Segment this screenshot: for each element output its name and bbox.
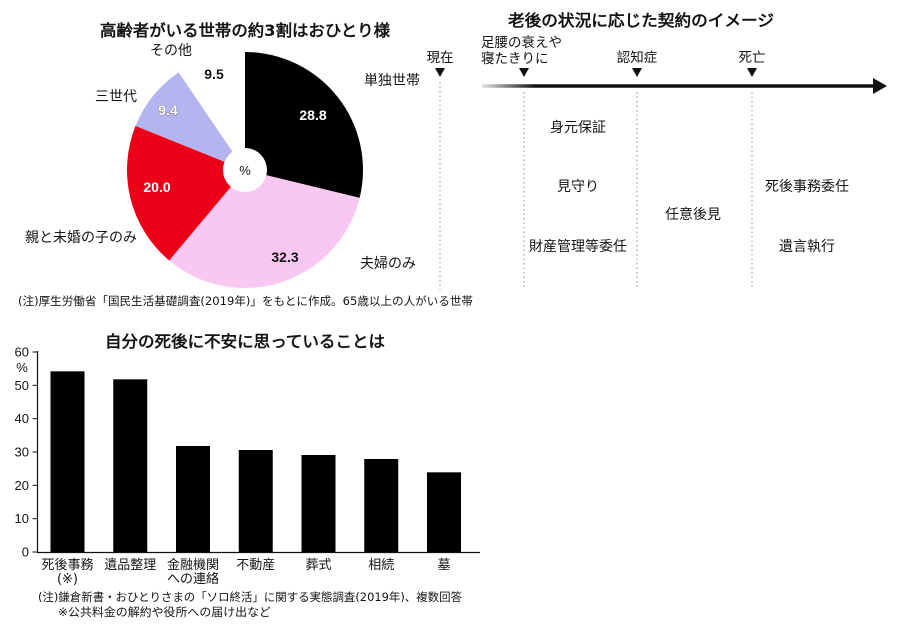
pie-label-three-generation: 三世代 bbox=[95, 89, 137, 105]
x-tick-label: 葬式 bbox=[305, 558, 331, 573]
stage-label-present: 現在 bbox=[427, 50, 454, 66]
x-tick-label: 相続 bbox=[368, 558, 394, 573]
stage-marker-triangle bbox=[632, 68, 642, 77]
pie-label-couple: 夫婦のみ bbox=[360, 255, 416, 272]
stage-label-frailty: 足腰の衰えや bbox=[481, 34, 562, 51]
y-tick-label: 30 bbox=[15, 445, 29, 460]
y-axis-ticks: 0 10 20 30 40 50 60 bbox=[15, 345, 38, 560]
y-axis-unit: % bbox=[16, 360, 28, 375]
y-tick-label: 60 bbox=[15, 345, 29, 360]
stage-marker-triangle bbox=[747, 68, 757, 77]
pie-slice bbox=[126, 125, 245, 261]
pie-label-parent-child: 親と未婚の子のみ bbox=[25, 230, 137, 246]
y-tick-label: 10 bbox=[15, 511, 29, 526]
contract-item: 死後事務委任 bbox=[765, 179, 849, 195]
bar bbox=[301, 455, 336, 552]
bar bbox=[176, 446, 210, 552]
stage-marker-triangle bbox=[519, 68, 529, 77]
bar bbox=[113, 379, 148, 552]
pie-value-parent-child: 20.0 bbox=[143, 179, 170, 195]
bar-chart-footnote: ※公共料金の解約や役所への届け出など bbox=[58, 605, 272, 619]
x-tick-label: 金融機関 bbox=[167, 557, 219, 573]
x-tick-label: への連絡 bbox=[167, 571, 219, 587]
pie-center-hole bbox=[223, 148, 267, 192]
y-tick-label: 0 bbox=[22, 545, 29, 560]
y-tick-label: 40 bbox=[15, 411, 29, 426]
x-tick-label: 死後事務 bbox=[41, 558, 93, 573]
pie-chart-panel: 高齢者がいる世帯の約3割はおひとり様 % 単独世帯 夫婦のみ 親と未婚の子のみ … bbox=[18, 21, 473, 308]
pie-value-single: 28.8 bbox=[299, 107, 326, 123]
pie-chart-title: 高齢者がいる世帯の約3割はおひとり様 bbox=[100, 21, 391, 40]
stage-label-frailty-line2: 寝たきりに bbox=[481, 50, 549, 67]
pie-chart-source-note: (注)厚生労働省「国民生活基礎調査(2019年)」をもとに作成。65歳以上の人が… bbox=[18, 294, 473, 308]
pie-slices bbox=[126, 52, 363, 289]
bar bbox=[50, 371, 85, 552]
bar-chart-title: 自分の死後に不安に思っていることは bbox=[105, 332, 385, 351]
stage-marker-triangle bbox=[435, 68, 445, 77]
y-tick-label: 50 bbox=[15, 378, 29, 393]
stage-label-death: 死亡 bbox=[739, 50, 766, 66]
pie-label-other: その他 bbox=[150, 43, 192, 59]
pie-slice bbox=[178, 52, 245, 170]
pie-label-single: 単独世帯 bbox=[364, 73, 420, 89]
x-tick-label: 墓 bbox=[437, 558, 450, 573]
timeline-arrowhead bbox=[873, 78, 887, 94]
contract-item: 身元保証 bbox=[550, 120, 606, 136]
x-tick-label: (※) bbox=[57, 572, 78, 587]
contract-item: 財産管理等委任 bbox=[529, 238, 627, 255]
pie-slice bbox=[169, 170, 360, 289]
bar bbox=[427, 472, 461, 552]
bar bbox=[238, 450, 273, 552]
pie-unit-label: % bbox=[239, 163, 251, 178]
y-tick-label: 20 bbox=[15, 478, 29, 493]
pie-slice bbox=[135, 72, 245, 170]
bars bbox=[50, 371, 461, 552]
timeline-title: 老後の状況に応じた契約のイメージ bbox=[507, 11, 774, 30]
contract-timeline-panel: 老後の状況に応じた契約のイメージ 現在 足腰の衰えや 寝たきりに 認知症 死亡 … bbox=[427, 11, 887, 290]
pie-slice bbox=[245, 52, 363, 198]
bar-chart-panel: 自分の死後に不安に思っていることは % 0 10 20 30 40 50 60 死後事務(※… bbox=[15, 332, 480, 619]
pie-value-couple: 32.3 bbox=[271, 249, 298, 265]
pie-value-other: 9.5 bbox=[204, 66, 224, 82]
x-tick-label: 遺品整理 bbox=[104, 558, 156, 573]
stage-label-dementia: 認知症 bbox=[617, 49, 658, 66]
contract-item: 任意後見 bbox=[665, 206, 721, 223]
bar bbox=[364, 459, 399, 552]
bar-chart-source-note: (注)鎌倉新書・おひとりさまの「ソロ終活」に関する実態調査(2019年)、複数回… bbox=[38, 590, 462, 604]
contract-item: 遺言執行 bbox=[779, 239, 835, 255]
pie-value-three-generation: 9.4 bbox=[158, 102, 178, 118]
x-tick-label: 不動産 bbox=[236, 557, 275, 573]
contract-item: 見守り bbox=[557, 179, 599, 195]
